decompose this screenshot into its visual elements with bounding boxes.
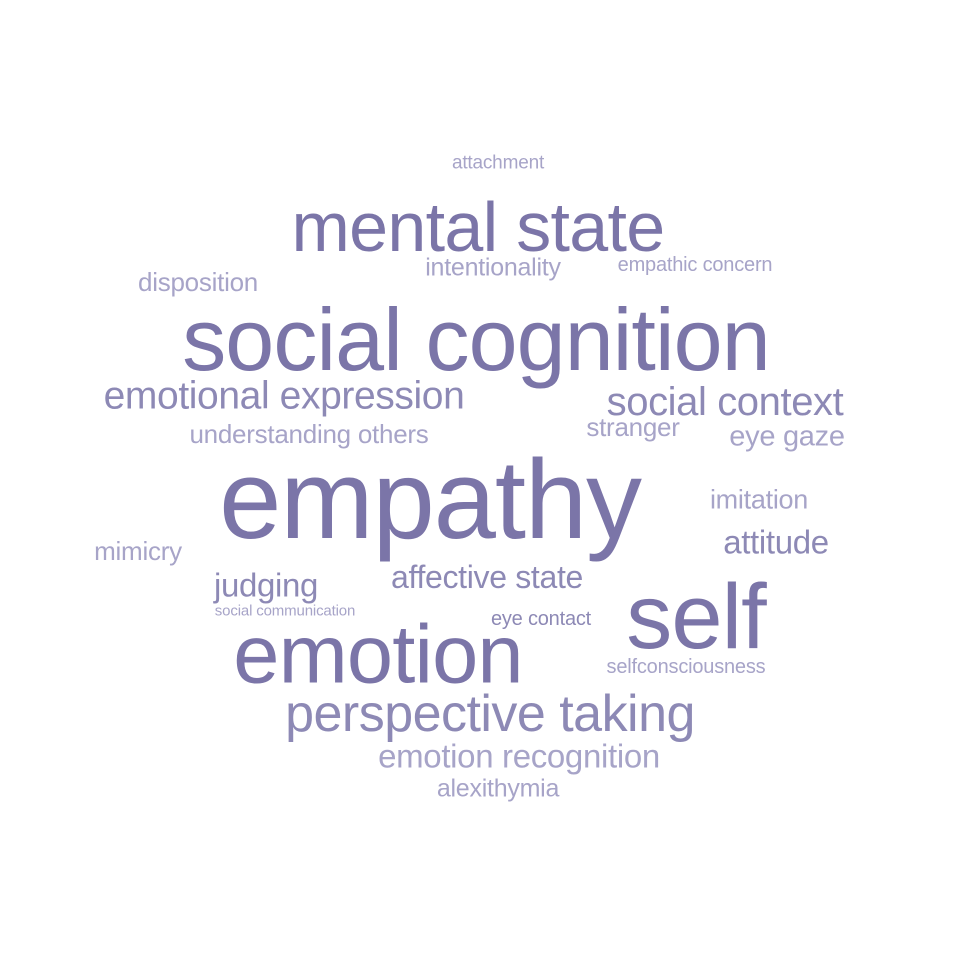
word-imitation: imitation <box>709 484 809 515</box>
word-social-cognition: social cognition <box>182 290 771 389</box>
word-perspective-taking: perspective taking <box>285 685 695 743</box>
word-emotional-expression: emotional expression <box>103 374 465 418</box>
word-eye-contact: eye contact <box>490 608 592 630</box>
word-empathy: empathy <box>219 437 642 562</box>
word-disposition: disposition <box>138 267 258 297</box>
word-alexithymia: alexithymia <box>436 774 560 803</box>
word-attitude: attitude <box>723 523 829 561</box>
word-understanding-others: understanding others <box>189 419 429 449</box>
word-intentionality: intentionality <box>425 253 561 282</box>
word-judging: judging <box>213 566 319 604</box>
word-social-communication: social communication <box>214 602 356 620</box>
word-attachment: attachment <box>451 152 545 174</box>
word-social-context: social context <box>606 380 844 424</box>
word-emotion-recognition: emotion recognition <box>378 737 660 775</box>
word-selfconsciousness: selfconsciousness <box>606 656 766 678</box>
word-empathic-concern: empathic concern <box>617 254 773 276</box>
word-affective-state: affective state <box>390 559 584 595</box>
word-eye-gaze: eye gaze <box>729 420 845 453</box>
word-emotion: emotion <box>233 607 523 701</box>
word-self: self <box>626 566 766 668</box>
word-mental-state: mental state <box>291 188 666 266</box>
word-mimicry: mimicry <box>94 536 182 566</box>
word-stranger: stranger <box>586 412 680 442</box>
